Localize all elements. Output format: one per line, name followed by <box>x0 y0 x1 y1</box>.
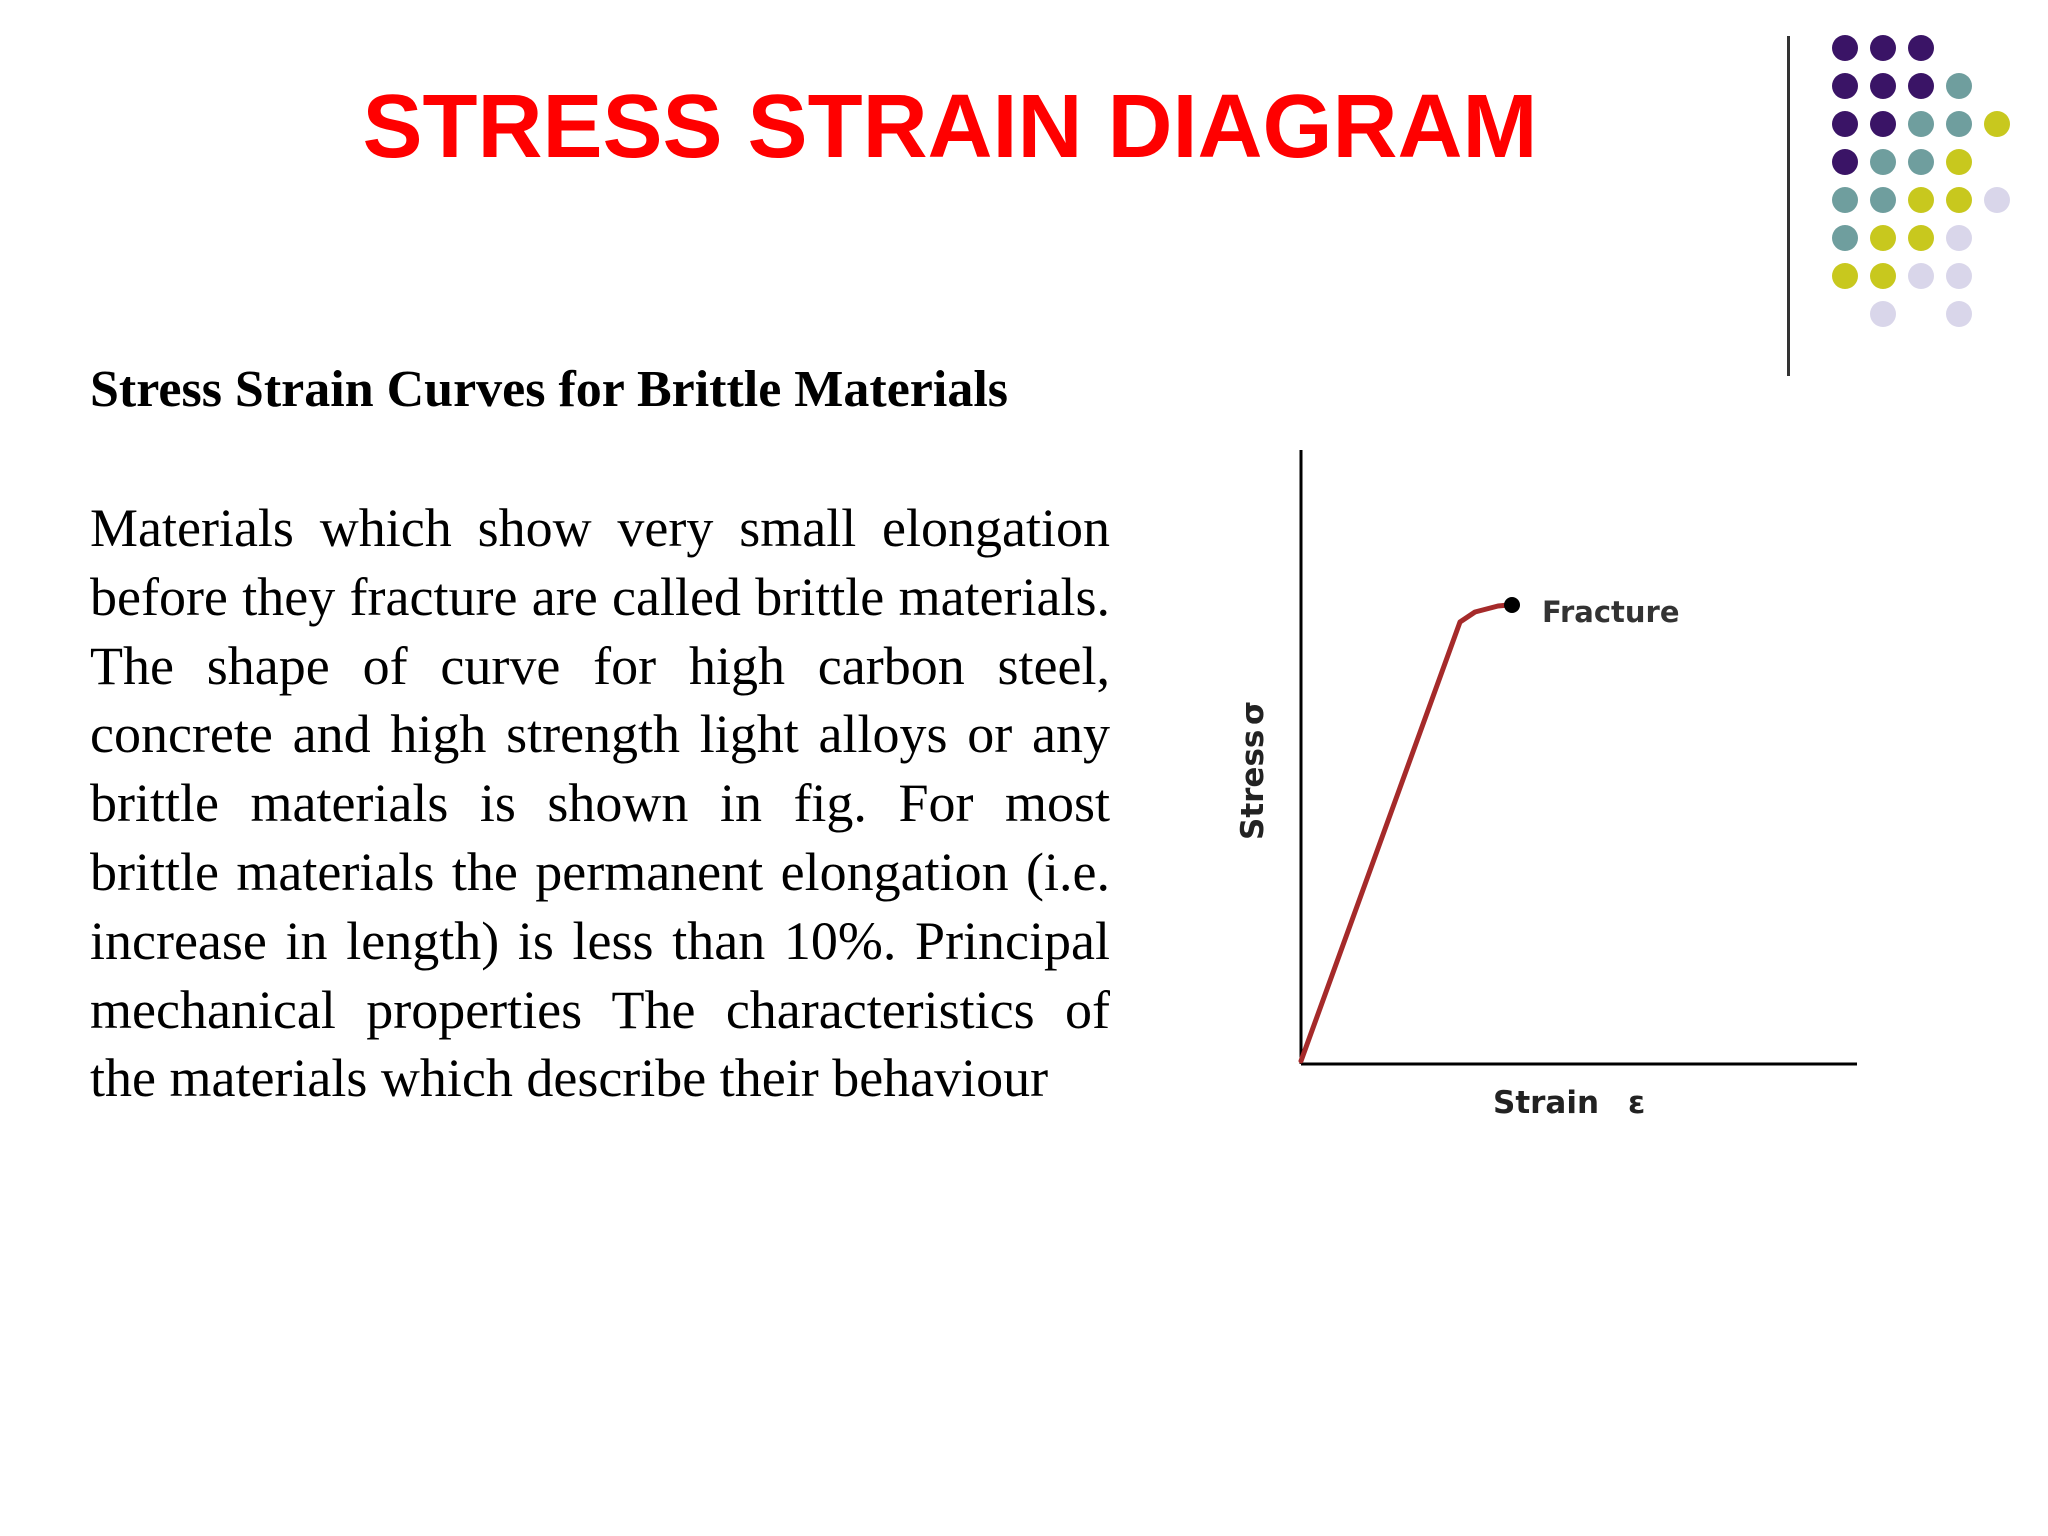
decorative-divider <box>1787 36 1790 376</box>
decorative-dot <box>1946 73 1972 99</box>
decorative-dot <box>1946 225 1972 251</box>
decorative-dot <box>1908 73 1934 99</box>
decorative-dot <box>1870 35 1896 61</box>
stress-strain-diagram: Fracture Strain ε Stress σ <box>1235 450 1857 1121</box>
decorative-dot <box>1870 111 1896 137</box>
stress-strain-curve <box>1298 602 1512 1064</box>
x-axis-title: Strain ε <box>1493 1085 1645 1121</box>
decorative-dot <box>1908 111 1934 137</box>
y-axis-label: Stress <box>1235 730 1271 840</box>
decorative-dot <box>1946 149 1972 175</box>
decorative-dot <box>1832 187 1858 213</box>
y-axis-symbol: σ <box>1235 701 1271 725</box>
y-axis-title: Stress σ <box>1235 701 1271 840</box>
decorative-dot <box>1832 225 1858 251</box>
decorative-dot <box>1946 111 1972 137</box>
decorative-dot <box>1984 187 2010 213</box>
fracture-point <box>1504 597 1520 613</box>
decorative-dot <box>1908 263 1934 289</box>
decorative-dot <box>1946 301 1972 327</box>
decorative-dot <box>1832 263 1858 289</box>
body-paragraph: Materials which show very small elongati… <box>90 498 1110 1109</box>
decorative-dot <box>1908 149 1934 175</box>
decorative-dot <box>1832 35 1858 61</box>
decorative-dot <box>1870 263 1896 289</box>
decorative-dot <box>1870 301 1896 327</box>
x-axis-label: Strain <box>1493 1085 1599 1121</box>
decorative-dot <box>1908 187 1934 213</box>
decorative-dot <box>1870 73 1896 99</box>
decorative-dot <box>1908 225 1934 251</box>
decorative-dot <box>1946 187 1972 213</box>
x-axis-symbol: ε <box>1628 1085 1645 1121</box>
slide-title: STRESS STRAIN DIAGRAM <box>362 77 1538 177</box>
decorative-dot <box>1832 111 1858 137</box>
decorative-dot <box>1832 73 1858 99</box>
section-heading: Stress Strain Curves for Brittle Materia… <box>90 361 1008 418</box>
fracture-label: Fracture <box>1542 595 1680 629</box>
decorative-dot <box>1832 149 1858 175</box>
decorative-dot <box>1870 187 1896 213</box>
decorative-dot <box>1870 149 1896 175</box>
decorative-dot <box>1908 35 1934 61</box>
decorative-dot <box>1870 225 1896 251</box>
decorative-dot <box>1984 111 2010 137</box>
decorative-dot <box>1946 263 1972 289</box>
